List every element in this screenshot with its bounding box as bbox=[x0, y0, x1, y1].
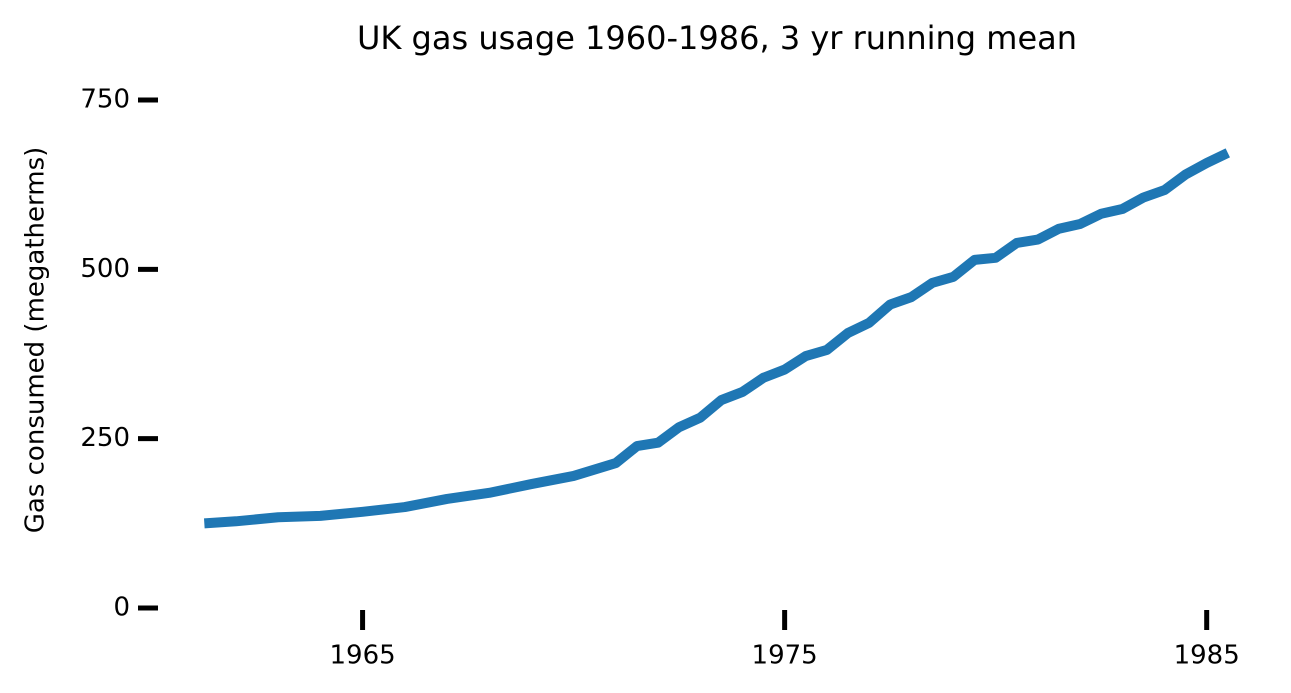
x-tick-label: 1975 bbox=[752, 641, 818, 671]
y-tick-label: 500 bbox=[80, 254, 130, 284]
y-tick-label: 0 bbox=[113, 593, 130, 623]
y-tick-label: 750 bbox=[80, 85, 130, 115]
chart-title: UK gas usage 1960-1986, 3 yr running mea… bbox=[357, 19, 1077, 57]
line bbox=[203, 148, 1230, 529]
y-axis-label: Gas consumed (megatherms) bbox=[21, 147, 51, 534]
x-tick-label: 1985 bbox=[1174, 641, 1240, 671]
y-tick-label: 250 bbox=[80, 423, 130, 453]
x-tick-label: 1965 bbox=[329, 641, 395, 671]
